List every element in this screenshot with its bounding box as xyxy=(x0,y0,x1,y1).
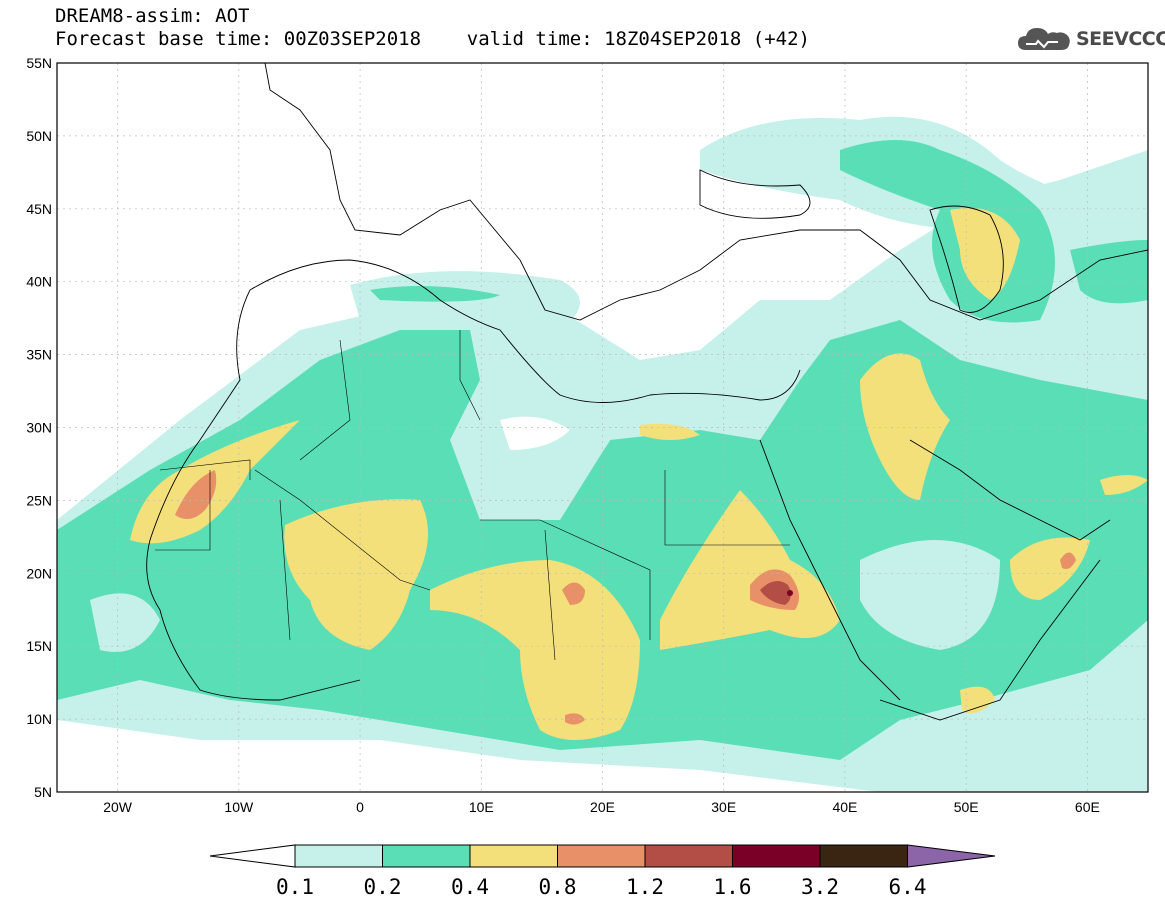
lat-tick-label: 30N xyxy=(26,420,52,436)
chart-subtitle: Forecast base time: 00Z03SEP2018 valid t… xyxy=(55,28,810,50)
map-frame xyxy=(56,62,1149,793)
lon-tick-label: 40E xyxy=(832,799,857,815)
colorbar-label: 0.8 xyxy=(539,875,577,899)
aot-contour-1.6 xyxy=(787,590,793,596)
colorbar-label: 6.4 xyxy=(889,875,927,899)
lon-tick-label: 20W xyxy=(103,799,133,815)
country-borders xyxy=(155,330,790,661)
lat-tick-label: 15N xyxy=(26,638,52,654)
lat-tick-label: 20N xyxy=(26,565,52,581)
lon-tick-label: 50E xyxy=(954,799,979,815)
colorbar-label: 0.4 xyxy=(451,875,489,899)
aot-contour-0.4 xyxy=(284,499,428,650)
lat-tick-label: 5N xyxy=(34,784,52,800)
lat-tick-label: 10N xyxy=(26,711,52,727)
lon-tick-label: 10E xyxy=(469,799,494,815)
colorbar-label: 3.2 xyxy=(801,875,839,899)
aot-contour-0.2 xyxy=(1070,240,1148,304)
cloud-icon xyxy=(1018,28,1070,50)
lon-tick-label: 30E xyxy=(711,799,736,815)
aot-contour-0.4 xyxy=(860,353,950,500)
lon-tick-label: 20E xyxy=(590,799,615,815)
lon-tick-label: 0 xyxy=(356,799,364,815)
colorbar-label: 1.6 xyxy=(714,875,752,899)
colorbar-label: 0.1 xyxy=(276,875,314,899)
chart-title: DREAM8-assim: AOT xyxy=(55,5,250,27)
colorbar-segment xyxy=(294,844,383,868)
aot-contour-0.4 xyxy=(430,560,640,740)
lat-tick-label: 55N xyxy=(26,55,52,71)
aot-contour-0.8 xyxy=(175,470,217,519)
lat-tick-label: 25N xyxy=(26,492,52,508)
aot-low-area xyxy=(500,416,570,450)
colorbar-label: 1.2 xyxy=(626,875,664,899)
aot-contour-0.8 xyxy=(1060,552,1076,569)
colorbar-segment xyxy=(557,844,646,868)
logo-text: SEEVCCC xyxy=(1076,28,1165,50)
lon-tick-label: 60E xyxy=(1075,799,1100,815)
axis-labels: 55N 50N 45N 40N 35N 30N 25N 20N 15N 10N 5N 20W 10W 0 1… xyxy=(26,55,1100,815)
colorbar-segment xyxy=(644,844,733,868)
aot-contour-0.4 xyxy=(960,686,995,714)
colorbar-segment xyxy=(209,844,296,868)
colorbar-segment xyxy=(732,844,821,868)
seevccc-logo: SEEVCCC xyxy=(1016,24,1165,54)
colorbar-segment xyxy=(382,844,471,868)
lon-tick-label: 10W xyxy=(224,799,254,815)
aot-low-area xyxy=(90,593,160,652)
aot-contour-0.4 xyxy=(640,423,700,440)
lat-tick-label: 35N xyxy=(26,347,52,363)
colorbar-label: 0.2 xyxy=(364,875,402,899)
colorbar-segment xyxy=(469,844,558,868)
aot-contour-0.4 xyxy=(1100,475,1148,495)
colorbar-segment xyxy=(819,844,908,868)
coastlines xyxy=(146,62,1149,721)
aot-contour-1.2 xyxy=(760,581,791,605)
lat-tick-label: 40N xyxy=(26,274,52,290)
aot-contour-0.8 xyxy=(562,582,585,605)
aot-contour-0.2 xyxy=(370,286,500,302)
lat-tick-label: 45N xyxy=(26,201,52,217)
lat-tick-label: 50N xyxy=(26,128,52,144)
aot-low-area xyxy=(860,540,1000,650)
graticule xyxy=(57,63,1148,792)
colorbar-segment xyxy=(907,844,996,868)
